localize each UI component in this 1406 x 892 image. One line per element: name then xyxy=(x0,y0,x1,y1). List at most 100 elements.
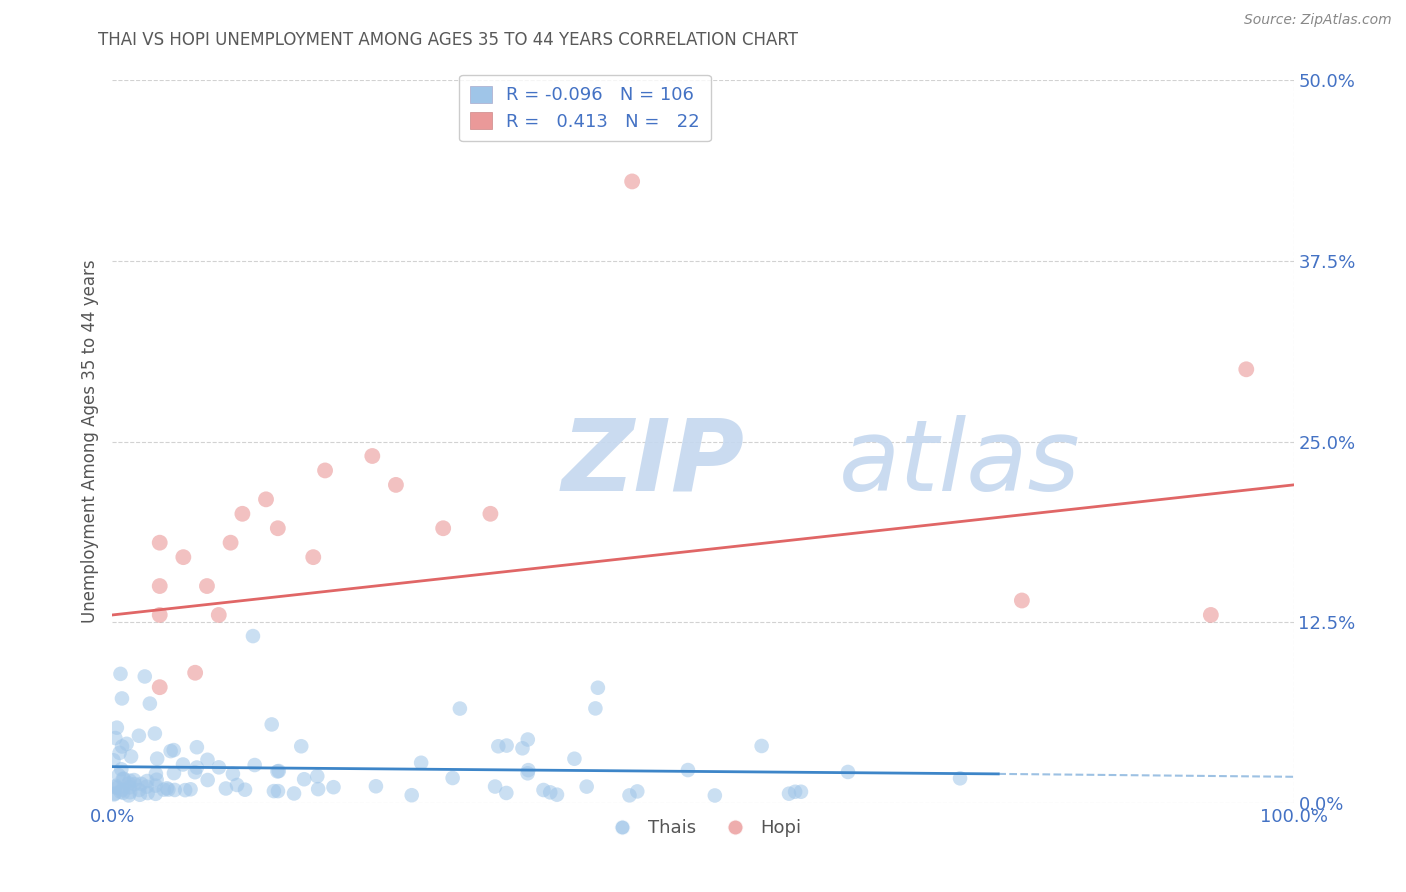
Point xyxy=(703,789,725,803)
Point xyxy=(260,717,283,731)
Point xyxy=(517,763,540,777)
Point xyxy=(146,751,169,765)
Point xyxy=(949,772,972,786)
Point xyxy=(307,769,329,783)
Point xyxy=(586,681,609,695)
Point xyxy=(128,788,150,802)
Point xyxy=(361,449,384,463)
Point xyxy=(135,780,157,794)
Point xyxy=(267,764,290,778)
Point xyxy=(314,463,336,477)
Point xyxy=(174,783,197,797)
Point xyxy=(364,779,387,793)
Point xyxy=(302,550,325,565)
Point xyxy=(112,772,135,786)
Point xyxy=(186,740,208,755)
Point xyxy=(111,786,134,800)
Point xyxy=(115,737,138,751)
Point xyxy=(790,785,813,799)
Point xyxy=(778,787,800,801)
Point xyxy=(105,721,128,735)
Point xyxy=(292,772,315,787)
Point xyxy=(243,758,266,772)
Point xyxy=(110,666,132,681)
Point xyxy=(197,772,219,787)
Y-axis label: Unemployment Among Ages 35 to 44 years: Unemployment Among Ages 35 to 44 years xyxy=(80,260,98,624)
Point xyxy=(751,739,773,753)
Point xyxy=(157,782,180,797)
Point xyxy=(512,741,534,756)
Point xyxy=(145,779,167,793)
Point xyxy=(516,766,538,780)
Point xyxy=(110,785,132,799)
Point xyxy=(103,788,125,802)
Point xyxy=(120,785,142,799)
Point xyxy=(283,787,305,801)
Point xyxy=(108,746,131,760)
Point xyxy=(219,535,242,549)
Point xyxy=(118,773,141,788)
Point xyxy=(107,768,129,782)
Point xyxy=(208,607,231,622)
Point xyxy=(516,732,538,747)
Point xyxy=(152,782,174,797)
Point xyxy=(184,665,207,680)
Point xyxy=(495,786,517,800)
Point xyxy=(449,701,471,715)
Point xyxy=(149,579,172,593)
Point xyxy=(139,697,162,711)
Point xyxy=(432,521,454,535)
Point xyxy=(1011,593,1033,607)
Point xyxy=(104,787,127,801)
Point xyxy=(583,701,606,715)
Point xyxy=(172,757,194,772)
Text: atlas: atlas xyxy=(839,415,1080,512)
Legend: Thais, Hopi: Thais, Hopi xyxy=(598,812,808,845)
Point xyxy=(267,784,290,798)
Point xyxy=(621,174,644,188)
Point xyxy=(184,765,207,780)
Point xyxy=(159,744,181,758)
Point xyxy=(149,680,172,694)
Point xyxy=(129,777,152,791)
Point xyxy=(128,783,150,797)
Point xyxy=(837,764,859,779)
Point xyxy=(401,788,423,802)
Point xyxy=(411,756,433,770)
Point xyxy=(242,629,264,643)
Point xyxy=(111,691,134,706)
Point xyxy=(575,780,598,794)
Point xyxy=(143,726,166,740)
Point xyxy=(197,753,219,767)
Point xyxy=(145,787,167,801)
Text: ZIP: ZIP xyxy=(561,415,744,512)
Point xyxy=(122,773,145,788)
Point xyxy=(111,772,134,786)
Point xyxy=(564,752,586,766)
Point xyxy=(263,784,285,798)
Point xyxy=(626,784,648,798)
Point xyxy=(222,767,245,781)
Point xyxy=(484,780,506,794)
Point xyxy=(145,767,167,781)
Point xyxy=(619,789,641,803)
Point xyxy=(104,779,127,793)
Point xyxy=(186,760,208,774)
Point xyxy=(149,535,172,549)
Point xyxy=(1199,607,1222,622)
Point xyxy=(785,785,807,799)
Point xyxy=(546,788,568,802)
Point xyxy=(136,786,159,800)
Point xyxy=(215,781,238,796)
Point xyxy=(322,780,344,795)
Point xyxy=(231,507,253,521)
Point xyxy=(266,764,288,779)
Point xyxy=(124,777,146,791)
Point xyxy=(195,579,218,593)
Point xyxy=(110,762,132,776)
Point xyxy=(134,669,156,683)
Point xyxy=(118,776,141,790)
Point xyxy=(208,760,231,774)
Point xyxy=(226,778,249,792)
Point xyxy=(267,521,290,535)
